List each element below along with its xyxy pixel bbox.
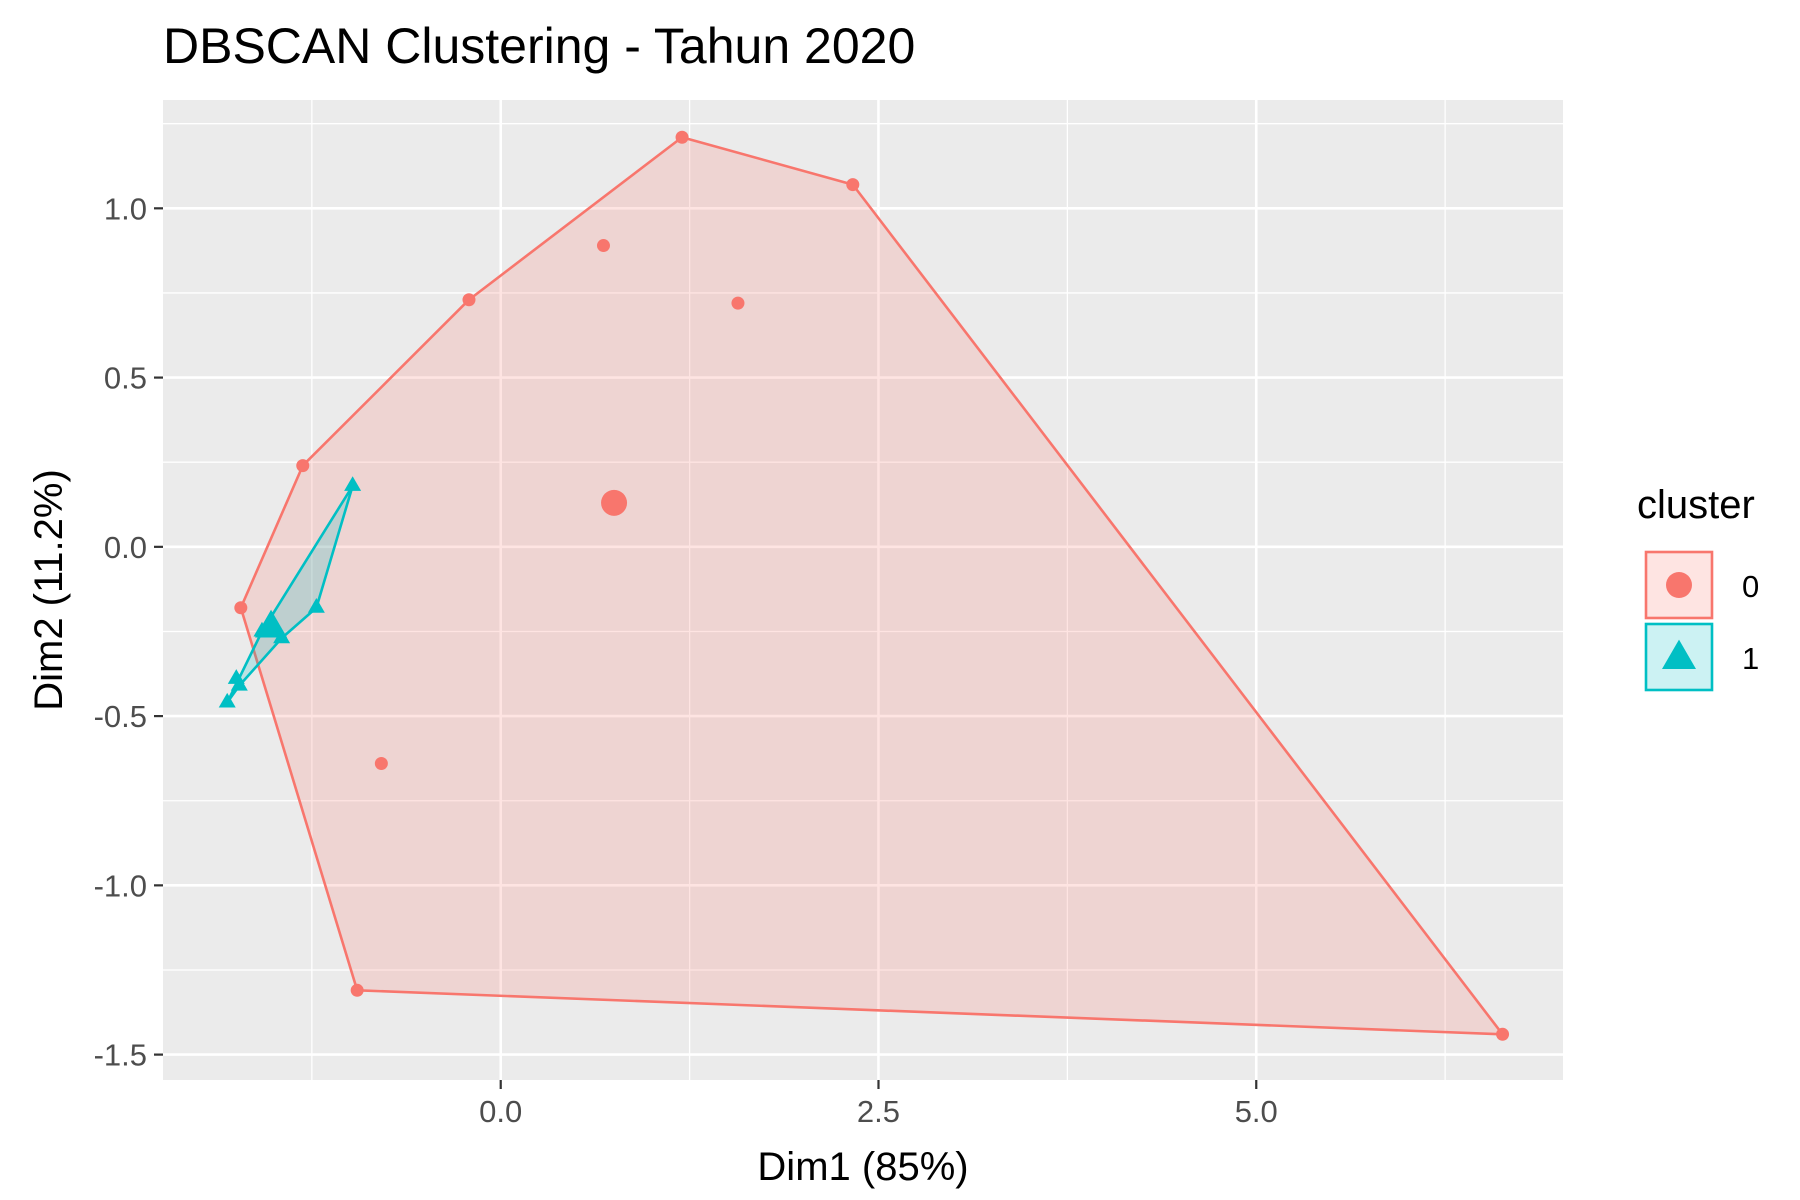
legend-triangle-icon [1662,639,1696,670]
y-tick-label: -1.0 [94,868,147,903]
grid-lines [163,100,1563,1080]
x-tick-label: 5.0 [1235,1094,1278,1129]
legend: cluster 0 1 [1637,483,1759,692]
cluster-0-point [731,296,745,310]
cluster-0-point [462,293,476,307]
cluster-0-point [234,601,248,615]
cluster-0-point [846,178,860,192]
cluster-0-center [601,489,628,516]
cluster-1-center [255,609,288,638]
cluster-0-point [1496,1027,1510,1041]
data-points [218,130,1510,1041]
y-tick-label: -0.5 [94,699,147,734]
cluster-0-point [296,459,310,473]
cluster-1-point [218,692,236,708]
cluster-0-point [374,756,388,770]
cluster-0-point [675,130,689,144]
cluster-0-point [350,983,364,997]
legend-title: cluster [1637,483,1755,527]
cluster-0-point [596,239,610,253]
x-tick-label: 2.5 [857,1094,900,1129]
plot-panel [163,100,1563,1080]
legend-circle-icon [1666,572,1692,598]
cluster-1-point [227,669,245,684]
cluster-0-hull [239,135,1504,1036]
y-tick-label: 0.5 [104,361,147,396]
cluster-1-point [307,598,325,613]
legend-label-0: 0 [1742,569,1759,604]
x-tick-label: 0.0 [479,1094,522,1129]
chart-title: DBSCAN Clustering - Tahun 2020 [163,18,915,74]
axis-ticks: 0.0 2.5 5.0 1.0 0.5 0.0 -0.5 -1.0 -1.5 [94,191,1278,1129]
y-tick-label: 0.0 [104,530,147,565]
cluster-1-point [344,476,362,491]
y-axis-title: Dim2 (11.2%) [27,469,71,711]
x-axis-title: Dim1 (85%) [757,1145,968,1189]
legend-label-1: 1 [1742,641,1759,676]
y-tick-label: 1.0 [104,191,147,226]
y-tick-label: -1.5 [94,1038,147,1073]
